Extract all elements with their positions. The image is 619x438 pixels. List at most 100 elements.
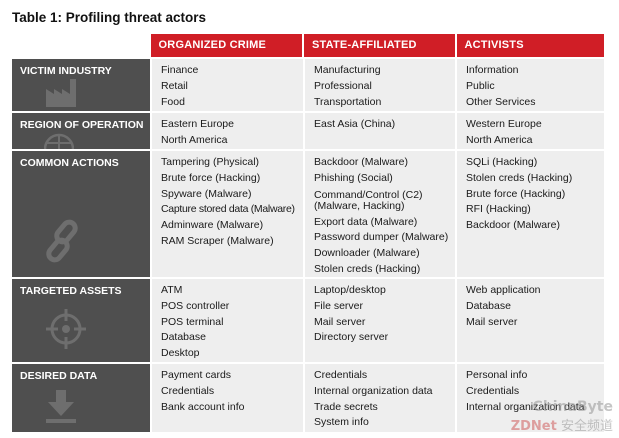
cell-item: Mail server <box>466 315 518 328</box>
cell-item: Stolen creds (Hacking) <box>314 262 421 275</box>
table-row: DESIRED DATA Payment cards Credentials B… <box>12 362 604 432</box>
cell-item: Downloader (Malware) <box>314 247 420 260</box>
cell-item: North America <box>466 133 533 146</box>
cell-item: Personal info <box>466 369 528 381</box>
crosshair-icon <box>46 309 86 349</box>
cell-item: Professional <box>314 79 372 92</box>
column-header-organized-crime: ORGANIZED CRIME <box>150 34 303 57</box>
row-label-text: COMMON ACTIONS <box>20 157 119 169</box>
download-icon <box>46 390 76 423</box>
watermark: ChinaByte ZDNet 安全频道 <box>511 399 613 434</box>
cell-item: Credentials <box>466 384 520 397</box>
row-label-text: REGION OF OPERATION <box>20 119 144 131</box>
row-label-text: TARGETED ASSETS <box>20 285 122 297</box>
cell-item: Transportation <box>314 95 382 108</box>
cell-item: Finance <box>161 64 199 76</box>
cell-activists: Personal info Credentials Internal organ… <box>455 362 604 432</box>
cell-item: Credentials <box>161 384 215 397</box>
cell-organized-crime: Finance Retail Food <box>150 57 303 111</box>
cell-item: Web application <box>466 284 541 296</box>
row-label-text: VICTIM INDUSTRY <box>20 65 112 77</box>
cell-item: Database <box>161 331 206 344</box>
cell-item: Tampering (Physical) <box>161 156 260 168</box>
cell-item: Western Europe <box>466 118 542 130</box>
cell-activists: Web application Database Mail server <box>455 277 604 362</box>
globe-icon <box>44 133 74 149</box>
table-header-row: ORGANIZED CRIME STATE-AFFILIATED ACTIVIS… <box>12 34 605 57</box>
cell-organized-crime: Tampering (Physical) Brute force (Hackin… <box>150 149 303 277</box>
cell-activists: Information Public Other Services <box>455 57 604 111</box>
cell-state-affiliated: Backdoor (Malware) Phishing (Social) Com… <box>303 149 455 277</box>
cell-item: Brute force (Hacking) <box>161 171 261 184</box>
cell-item: Manufacturing <box>314 64 381 76</box>
cell-item: System info <box>314 416 369 429</box>
watermark-right: 安全频道 <box>560 419 613 434</box>
cell-item: Brute force (Hacking) <box>466 187 566 200</box>
row-label-region: REGION OF OPERATION <box>12 111 150 149</box>
cell-item: File server <box>314 299 364 312</box>
cell-item: RFI (Hacking) <box>466 203 531 216</box>
header-blank-cell <box>12 34 149 57</box>
table-title: Table 1: Profiling threat actors <box>12 10 207 25</box>
cell-item: Command/Control (C2) (Malware, Hacking) <box>314 188 423 212</box>
cell-item: ATM <box>161 284 183 296</box>
cell-item: Public <box>466 79 495 92</box>
cell-item: Backdoor (Malware) <box>314 156 408 168</box>
cell-item: Information <box>466 64 519 76</box>
cell-item: Other Services <box>466 95 536 108</box>
row-label-common-actions: COMMON ACTIONS <box>12 149 150 277</box>
row-label-victim-industry: VICTIM INDUSTRY <box>12 57 150 111</box>
cell-activists: SQLi (Hacking) Stolen creds (Hacking) Br… <box>455 149 604 277</box>
cell-item: Backdoor (Malware) <box>466 219 560 232</box>
row-label-targeted-assets: TARGETED ASSETS <box>12 277 150 362</box>
column-header-activists: ACTIVISTS <box>456 34 605 57</box>
cell-item: RAM Scraper (Malware) <box>161 234 274 247</box>
table-row: TARGETED ASSETS ATM POS controller POS t… <box>12 277 604 362</box>
cell-organized-crime: Payment cards Credentials Bank account i… <box>150 362 303 432</box>
cell-item: Internal organization data <box>314 384 433 397</box>
watermark-bottom: ZDNet 安全频道 <box>511 415 613 434</box>
cell-item: Payment cards <box>161 369 232 381</box>
cell-state-affiliated: Manufacturing Professional Transportatio… <box>303 57 455 111</box>
cell-state-affiliated: Laptop/desktop File server Mail server D… <box>303 277 455 362</box>
column-header-state-affiliated: STATE-AFFILIATED <box>304 34 455 57</box>
cell-item: Password dumper (Malware) <box>314 231 449 244</box>
cell-item: Adminware (Malware) <box>161 219 264 232</box>
watermark-left: ZDNet <box>510 419 557 434</box>
cell-item: Mail server <box>314 315 366 328</box>
cell-organized-crime: Eastern Europe North America <box>150 111 303 149</box>
cell-item: Retail <box>161 79 188 92</box>
cell-item: Directory server <box>314 331 389 344</box>
cell-organized-crime: ATM POS controller POS terminal Database… <box>150 277 303 362</box>
chain-link-icon <box>46 219 78 263</box>
cell-item: Phishing (Social) <box>314 171 393 184</box>
cell-item: Stolen creds (Hacking) <box>466 171 573 184</box>
table-row: REGION OF OPERATION Eastern Europe North… <box>12 111 604 149</box>
cell-state-affiliated: Credentials Internal organization data T… <box>303 362 455 432</box>
cell-item: Database <box>466 299 511 312</box>
cell-item: Spyware (Malware) <box>161 187 252 200</box>
cell-item: POS terminal <box>161 315 224 328</box>
table-row: VICTIM INDUSTRY Finance Retail Food Manu… <box>12 57 604 111</box>
cell-item: Bank account info <box>161 400 245 413</box>
table-row: COMMON ACTIONS Tampering (Physical) Brut… <box>12 149 604 277</box>
cell-item: Capture stored data (Malware) <box>161 203 295 216</box>
factory-icon <box>46 79 76 107</box>
row-label-text: DESIRED DATA <box>20 370 98 382</box>
cell-item: Desktop <box>161 347 200 360</box>
row-label-desired-data: DESIRED DATA <box>12 362 150 432</box>
cell-item: North America <box>161 133 228 146</box>
cell-item: Trade secrets <box>314 400 378 413</box>
cell-item: Eastern Europe <box>161 118 234 130</box>
cell-item: Laptop/desktop <box>314 284 386 296</box>
cell-activists: Western Europe North America <box>455 111 604 149</box>
cell-state-affiliated: East Asia (China) <box>303 111 455 149</box>
cell-item: East Asia (China) <box>314 118 396 130</box>
cell-item: SQLi (Hacking) <box>466 156 538 168</box>
watermark-top: ChinaByte <box>532 399 613 415</box>
cell-item: Food <box>161 95 185 108</box>
cell-item: Credentials <box>314 369 368 381</box>
threat-actors-table: ORGANIZED CRIME STATE-AFFILIATED ACTIVIS… <box>12 34 605 432</box>
cell-item: Internal organization data <box>466 400 585 413</box>
cell-item: POS controller <box>161 299 230 312</box>
